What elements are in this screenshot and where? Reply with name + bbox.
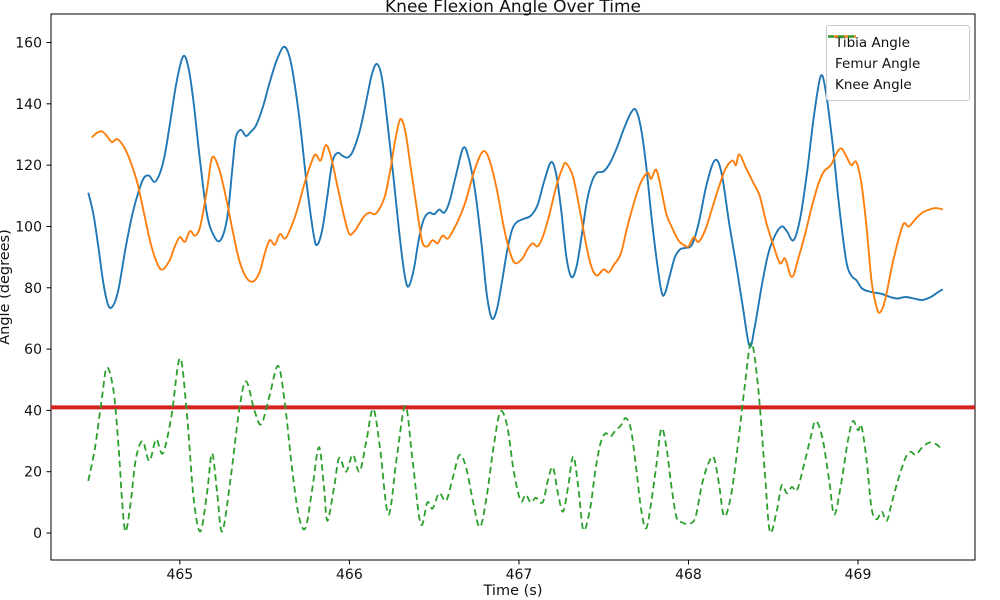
- legend-label: Tibia Angle: [835, 34, 910, 51]
- x-axis-label: Time (s): [483, 583, 543, 599]
- y-tick-label: 160: [15, 36, 42, 52]
- x-tick-label: 468: [675, 567, 702, 583]
- legend: Tibia Angle Femur Angle Knee Angle: [826, 25, 970, 101]
- chart-title: Knee Flexion Angle Over Time: [385, 0, 641, 17]
- legend-item-knee-angle: Knee Angle: [828, 35, 961, 95]
- legend-item-femur-angle: Femur Angle: [828, 35, 961, 74]
- y-tick-label: 120: [15, 158, 42, 174]
- series-line-knee-angle: [87, 341, 942, 534]
- y-tick-label: 100: [15, 219, 42, 235]
- y-tick-label: 60: [24, 342, 42, 358]
- y-tick-label: 20: [24, 465, 42, 481]
- y-tick-label: 40: [24, 403, 42, 419]
- y-tick-label: 140: [15, 97, 42, 113]
- series-line-tibia-angle: [87, 45, 944, 348]
- series-line-femur-angle: [91, 118, 944, 314]
- x-tick-label: 466: [336, 567, 363, 583]
- y-axis-label: Angle (degrees): [0, 229, 13, 345]
- legend-line-sample: [828, 35, 856, 38]
- x-tick-label: 465: [166, 567, 193, 583]
- x-tick-label: 467: [506, 567, 533, 583]
- x-tick-label: 469: [845, 567, 872, 583]
- y-tick-label: 0: [33, 526, 42, 542]
- plot-spines: [50, 13, 976, 561]
- y-tick-label: 80: [24, 281, 42, 297]
- legend-label: Knee Angle: [835, 76, 912, 93]
- legend-label: Femur Angle: [835, 55, 921, 72]
